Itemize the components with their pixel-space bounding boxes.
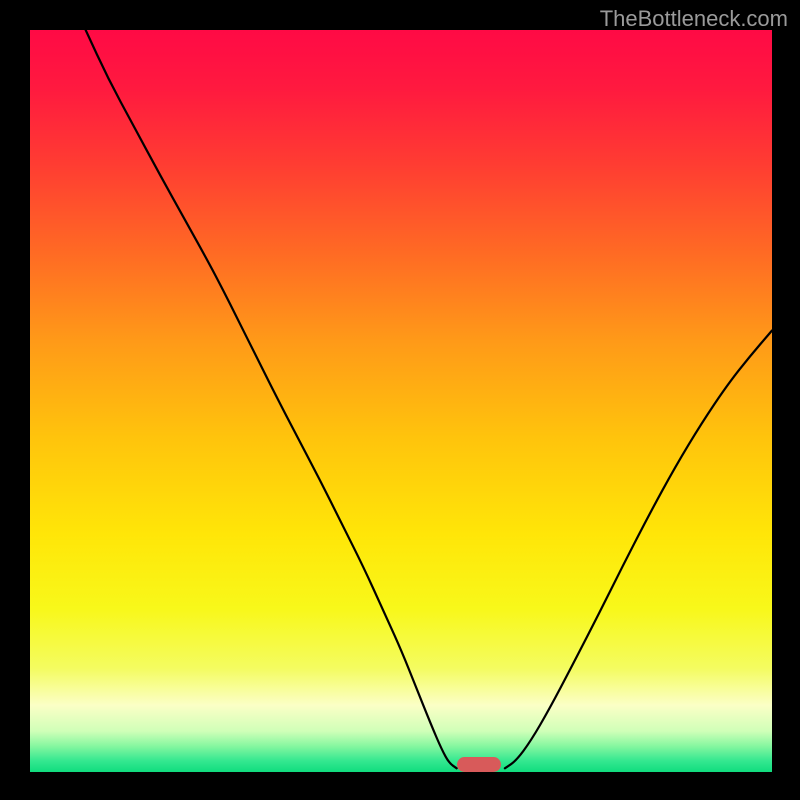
watermark-text: TheBottleneck.com xyxy=(600,6,788,32)
plot-area xyxy=(30,30,772,772)
bottleneck-curve xyxy=(30,30,772,772)
optimal-marker xyxy=(457,757,502,772)
curve-right-branch xyxy=(505,331,772,769)
curve-left-branch xyxy=(86,30,457,768)
